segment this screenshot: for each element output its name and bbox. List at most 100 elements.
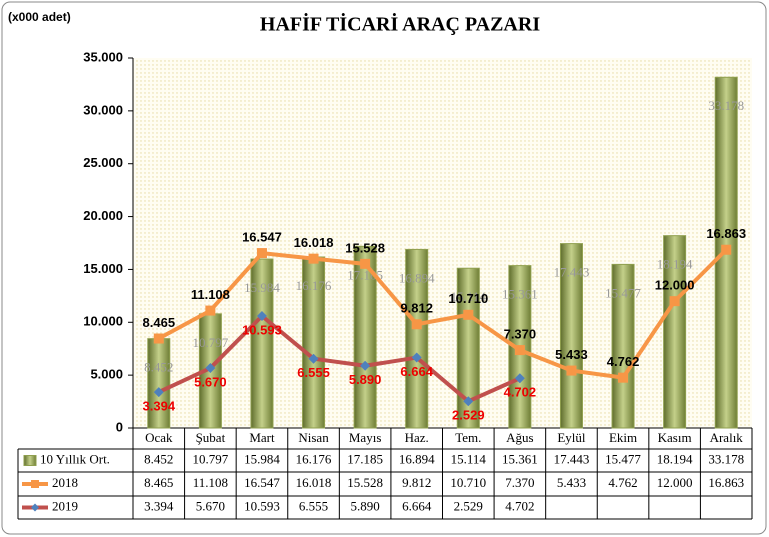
- marker: [256, 311, 267, 322]
- x-tick-label: Nisan: [298, 430, 329, 445]
- bar-label: 15.361: [502, 287, 538, 302]
- bar: [663, 235, 687, 429]
- marker: [463, 396, 474, 407]
- point-label: 4.702: [504, 385, 537, 400]
- table-cell: 8.452: [144, 451, 173, 466]
- x-tick-label: Ekim: [609, 430, 637, 445]
- y-tick-label: 15.000: [83, 261, 123, 276]
- legend-marker: [31, 503, 39, 512]
- table-cell: 5.670: [196, 498, 225, 513]
- point-label: 3.394: [143, 399, 176, 414]
- y-tick-label: 35.000: [83, 49, 123, 64]
- table-cell: 4.762: [608, 475, 637, 490]
- marker: [205, 363, 216, 374]
- x-tick-label: Mart: [249, 430, 275, 445]
- point-label: 16.547: [242, 230, 282, 245]
- x-tick-label: Tem.: [455, 430, 481, 445]
- table-cell: 10.797: [193, 451, 229, 466]
- table-cell: 18.194: [657, 451, 693, 466]
- x-tick-label: Eylül: [557, 430, 586, 445]
- point-label: 5.433: [555, 347, 588, 362]
- marker: [153, 333, 164, 344]
- series-line: [157, 248, 728, 380]
- table-cell: 3.394: [144, 498, 174, 513]
- table-cell: 16.547: [244, 475, 280, 490]
- unit-label: (x000 adet): [8, 10, 71, 24]
- table-cell: 10.710: [450, 475, 486, 490]
- marker: [463, 309, 474, 320]
- bar-label: 16.176: [296, 278, 332, 293]
- bar-label: 10.797: [193, 335, 229, 350]
- table-cell: 17.185: [347, 451, 383, 466]
- marker: [514, 373, 525, 384]
- table-cell: 8.465: [144, 475, 173, 490]
- bar-label: 17.185: [347, 267, 383, 282]
- bar-label: 8.452: [144, 360, 173, 375]
- table-cell: 33.178: [708, 451, 744, 466]
- table-cell: 16.018: [296, 475, 332, 490]
- point-label: 11.108: [191, 287, 230, 302]
- y-tick-label: 0: [116, 419, 123, 434]
- marker: [360, 360, 371, 371]
- y-tick-label: 20.000: [83, 208, 123, 223]
- x-tick-label: Şubat: [196, 430, 226, 445]
- table-cell: 17.443: [554, 451, 590, 466]
- legend-label: 2018: [52, 475, 78, 490]
- bar-label: 15.114: [451, 289, 487, 304]
- point-label: 16.018: [294, 235, 334, 250]
- bar: [353, 245, 377, 429]
- x-tick-label: Kasım: [658, 430, 692, 445]
- plot-area: [133, 58, 752, 428]
- point-label: 4.762: [607, 354, 640, 369]
- x-tick-label: Ağus: [506, 430, 533, 445]
- table-cell: 6.664: [402, 498, 432, 513]
- point-label: 5.670: [194, 374, 227, 389]
- table-cell: 16.863: [708, 475, 744, 490]
- legend-swatch: [23, 455, 37, 466]
- marker: [566, 365, 577, 376]
- table-cell: 11.108: [193, 475, 228, 490]
- bar-label: 16.894: [399, 270, 435, 285]
- marker: [669, 296, 680, 307]
- table-cell: 16.176: [296, 451, 332, 466]
- table-cell: 15.361: [502, 451, 538, 466]
- table-cell: 15.477: [605, 451, 641, 466]
- point-label: 16.863: [706, 226, 746, 241]
- bar: [250, 258, 274, 429]
- x-tick-label: Ocak: [145, 430, 173, 445]
- point-label: 12.000: [655, 278, 695, 293]
- marker: [411, 352, 422, 363]
- bar: [147, 338, 171, 429]
- table-cell: 4.702: [505, 498, 534, 513]
- table-cell: 15.528: [347, 475, 383, 490]
- bar: [559, 243, 583, 429]
- x-tick-label: Mayıs: [349, 430, 382, 445]
- series-line: [157, 314, 521, 404]
- marker: [514, 345, 525, 356]
- point-label: 10.710: [448, 291, 488, 306]
- point-label: 7.370: [504, 327, 537, 342]
- marker: [618, 372, 629, 383]
- legend-label: 10 Yıllık Ort.: [40, 451, 110, 466]
- bar-label: 15.477: [605, 285, 641, 300]
- marker: [411, 319, 422, 330]
- legend-label: 2019: [52, 498, 78, 513]
- table-cell: 9.812: [402, 475, 431, 490]
- point-label: 6.664: [400, 364, 433, 379]
- table-cell: 2.529: [454, 498, 483, 513]
- point-label: 6.555: [297, 365, 330, 380]
- table-cell: 7.370: [505, 475, 534, 490]
- bar-label: 33.178: [708, 98, 744, 113]
- marker: [153, 387, 164, 398]
- point-label: 10.593: [242, 322, 282, 337]
- marker: [360, 258, 371, 269]
- bar: [611, 263, 635, 429]
- legend-marker: [31, 480, 39, 488]
- bar-label: 17.443: [554, 265, 590, 280]
- table-cell: 5.433: [557, 475, 586, 490]
- point-label: 2.529: [452, 408, 485, 423]
- point-label: 8.465: [143, 315, 176, 330]
- table-cell: 6.555: [299, 498, 328, 513]
- point-label: 9.812: [400, 301, 433, 316]
